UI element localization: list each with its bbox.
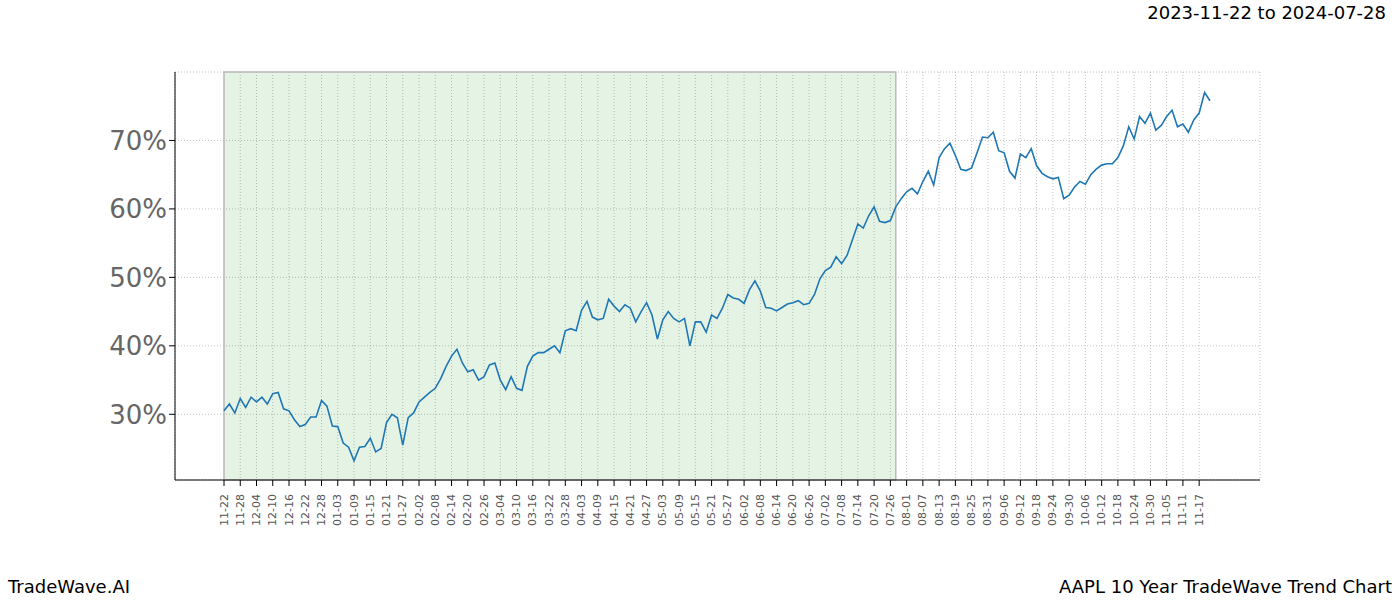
- svg-text:06-02: 06-02: [738, 494, 751, 526]
- svg-text:03-16: 03-16: [526, 494, 539, 526]
- svg-text:03-04: 03-04: [494, 494, 507, 526]
- svg-text:03-22: 03-22: [543, 494, 556, 526]
- svg-text:07-26: 07-26: [884, 494, 897, 526]
- svg-text:70%: 70%: [109, 126, 167, 156]
- svg-text:08-07: 08-07: [916, 494, 929, 526]
- svg-text:02-02: 02-02: [413, 494, 426, 526]
- svg-text:12-04: 12-04: [250, 494, 263, 526]
- svg-text:07-20: 07-20: [868, 494, 881, 526]
- svg-text:04-15: 04-15: [608, 494, 621, 526]
- svg-text:11-11: 11-11: [1176, 494, 1189, 526]
- svg-text:10-18: 10-18: [1111, 494, 1124, 526]
- svg-text:05-27: 05-27: [721, 494, 734, 526]
- svg-text:10-30: 10-30: [1144, 494, 1157, 526]
- svg-text:06-08: 06-08: [754, 494, 767, 526]
- svg-text:02-08: 02-08: [429, 494, 442, 526]
- svg-text:12-28: 12-28: [315, 494, 328, 526]
- svg-text:08-01: 08-01: [900, 494, 913, 526]
- svg-text:05-21: 05-21: [705, 494, 718, 526]
- svg-text:06-26: 06-26: [803, 494, 816, 526]
- svg-text:30%: 30%: [109, 400, 167, 430]
- svg-text:09-12: 09-12: [1014, 494, 1027, 526]
- html-text:TradeWave.AI: TradeWave.AI: [8, 576, 130, 597]
- svg-text:09-18: 09-18: [1030, 494, 1043, 526]
- svg-text:03-28: 03-28: [559, 494, 572, 526]
- svg-text:11-22: 11-22: [218, 494, 231, 526]
- svg-text:06-20: 06-20: [786, 494, 799, 526]
- svg-text:06-14: 06-14: [770, 494, 783, 526]
- svg-text:12-16: 12-16: [283, 494, 296, 526]
- svg-text:02-14: 02-14: [445, 494, 458, 526]
- svg-text:07-02: 07-02: [819, 494, 832, 526]
- svg-text:03-10: 03-10: [510, 494, 523, 526]
- svg-text:11-17: 11-17: [1193, 494, 1206, 526]
- html-text:AAPL 10 Year TradeWave Trend C: AAPL 10 Year TradeWave Trend Chart: [1059, 576, 1392, 597]
- svg-text:02-20: 02-20: [461, 494, 474, 526]
- svg-text:60%: 60%: [109, 194, 167, 224]
- svg-text:40%: 40%: [109, 331, 167, 361]
- svg-text:08-25: 08-25: [965, 494, 978, 526]
- svg-text:08-13: 08-13: [933, 494, 946, 526]
- svg-text:12-10: 12-10: [266, 494, 279, 526]
- svg-text:10-24: 10-24: [1128, 494, 1141, 526]
- svg-text:04-21: 04-21: [624, 494, 637, 526]
- svg-text:09-30: 09-30: [1063, 494, 1076, 526]
- svg-text:50%: 50%: [109, 263, 167, 293]
- svg-text:12-22: 12-22: [299, 494, 312, 526]
- svg-text:09-06: 09-06: [998, 494, 1011, 526]
- svg-text:05-15: 05-15: [689, 494, 702, 526]
- svg-text:08-31: 08-31: [981, 494, 994, 526]
- svg-text:10-06: 10-06: [1079, 494, 1092, 526]
- svg-text:11-05: 11-05: [1160, 494, 1173, 526]
- svg-text:09-24: 09-24: [1046, 494, 1059, 526]
- svg-text:02-26: 02-26: [478, 494, 491, 526]
- svg-text:10-12: 10-12: [1095, 494, 1108, 526]
- svg-text:05-03: 05-03: [656, 494, 669, 526]
- svg-text:01-03: 01-03: [331, 494, 344, 526]
- svg-text:04-03: 04-03: [575, 494, 588, 526]
- svg-text:07-14: 07-14: [851, 494, 864, 526]
- svg-text:04-27: 04-27: [640, 494, 653, 526]
- svg-text:11-28: 11-28: [234, 494, 247, 526]
- svg-text:07-08: 07-08: [835, 494, 848, 526]
- svg-text:01-21: 01-21: [380, 494, 393, 526]
- html-text:2023-11-22 to 2024-07-28: 2023-11-22 to 2024-07-28: [1147, 2, 1386, 23]
- svg-text:01-15: 01-15: [364, 494, 377, 526]
- svg-text:01-09: 01-09: [348, 494, 361, 526]
- svg-text:04-09: 04-09: [591, 494, 604, 526]
- svg-text:05-09: 05-09: [673, 494, 686, 526]
- svg-text:01-27: 01-27: [396, 494, 409, 526]
- svg-text:08-19: 08-19: [949, 494, 962, 526]
